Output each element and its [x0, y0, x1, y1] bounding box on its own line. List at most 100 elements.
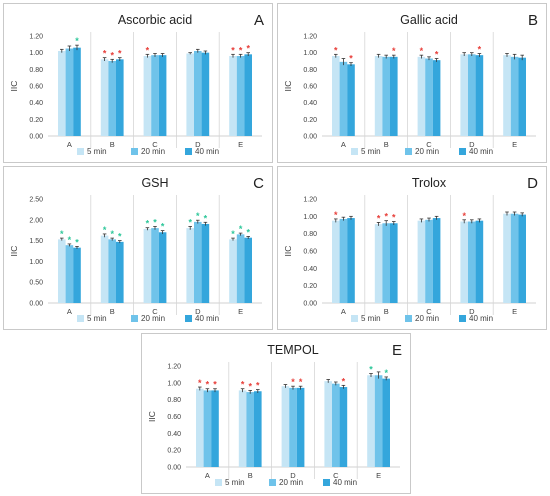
legend-label: 40 min [469, 147, 493, 156]
significance-star: * [462, 211, 466, 221]
bar [518, 57, 526, 136]
y-tick-label: 0.20 [167, 448, 181, 455]
x-tick-label: A [67, 307, 72, 316]
y-tick-label: 0.00 [303, 301, 317, 308]
y-tick-label: 0.50 [29, 280, 43, 287]
x-tick-label: B [384, 140, 389, 149]
bar [186, 53, 194, 136]
significance-star: * [369, 365, 373, 375]
significance-star: * [239, 224, 243, 234]
bar [151, 55, 159, 136]
x-tick-label: D [195, 307, 201, 316]
bar [390, 56, 398, 137]
y-tick-label: 1.20 [167, 364, 181, 371]
significance-star: * [231, 229, 235, 239]
significance-star: * [196, 211, 200, 221]
bar [296, 387, 305, 467]
bar [347, 218, 355, 303]
legend-label: 20 min [279, 478, 303, 487]
significance-star: * [377, 213, 381, 223]
bar [425, 219, 433, 303]
bar [73, 247, 81, 303]
y-tick-label: 2.50 [29, 197, 43, 204]
bar [143, 56, 152, 136]
x-tick-label: A [205, 471, 210, 480]
significance-star: * [110, 50, 114, 60]
bar [332, 383, 340, 467]
significance-star: * [291, 377, 295, 387]
legend-swatch [215, 479, 222, 486]
bar [244, 54, 252, 137]
legend-swatch [405, 148, 412, 155]
bar [246, 392, 254, 467]
legend-swatch [323, 479, 330, 486]
y-tick-label: 0.00 [29, 301, 43, 308]
significance-star: * [231, 45, 235, 55]
bar [194, 221, 202, 303]
legend-label: 40 min [469, 314, 493, 323]
y-tick-label: 0.00 [167, 465, 181, 472]
bar [518, 214, 526, 303]
legend-swatch [269, 479, 276, 486]
bar [236, 234, 245, 303]
bar [347, 64, 355, 136]
x-tick-label: D [469, 307, 475, 316]
significance-star: * [103, 225, 107, 235]
legend-swatch [131, 315, 138, 322]
significance-star: * [161, 222, 165, 232]
significance-star: * [146, 45, 150, 55]
bar [186, 228, 194, 303]
legend-swatch [131, 148, 138, 155]
y-tick-label: 0.60 [167, 414, 181, 421]
bar [382, 378, 390, 467]
bar [324, 381, 332, 467]
significance-star: * [153, 217, 157, 227]
bar [503, 55, 511, 136]
chart-tempol: TEMPOL E IIC 0.00 0.20 0.40 0.60 0.80 1.00 1.20 A B… [147, 342, 402, 487]
y-tick-label: 0.00 [29, 134, 43, 141]
bar [201, 223, 210, 303]
significance-star: * [435, 50, 439, 60]
bar [382, 56, 390, 137]
significance-star: * [299, 377, 303, 387]
y-tick-label: 1.00 [29, 50, 43, 57]
legend-label: 20 min [141, 147, 165, 156]
x-tick-label: B [110, 140, 115, 149]
legend-label: 20 min [415, 314, 439, 323]
y-tick-label: 1.00 [303, 214, 317, 221]
y-tick-label: 0.20 [29, 117, 43, 124]
x-tick-label: E [376, 471, 381, 480]
bar [432, 218, 441, 303]
y-tick-label: 0.60 [303, 249, 317, 256]
legend-label: 5 min [361, 314, 381, 323]
bar [108, 61, 116, 136]
bar [254, 391, 262, 467]
significance-star: * [103, 49, 107, 59]
x-tick-label: A [67, 140, 72, 149]
panel-gallic-acid: Gallic acid B IIC 0.00 0.20 0.40 0.60 0.80 1.00 1… [277, 3, 547, 163]
bar [332, 220, 340, 303]
legend-swatch [459, 315, 466, 322]
bar [238, 390, 247, 467]
y-tick-label: 1.20 [29, 34, 43, 41]
bar [339, 218, 348, 303]
bar [475, 55, 484, 136]
x-tick-label: A [341, 307, 346, 316]
bar [196, 388, 204, 467]
y-tick-label: 0.40 [303, 100, 317, 107]
legend-swatch [185, 148, 192, 155]
bar [73, 47, 81, 136]
x-tick-label: B [384, 307, 389, 316]
bar [390, 223, 398, 303]
y-tick-label: 0.60 [29, 84, 43, 91]
significance-star: * [384, 368, 388, 378]
legend-swatch [405, 315, 412, 322]
y-axis-label: IIC [9, 81, 19, 92]
bar [108, 239, 116, 303]
bar [236, 56, 245, 136]
panel-letter: D [527, 175, 538, 192]
bar [143, 228, 152, 303]
x-tick-label: E [512, 140, 517, 149]
significance-star: * [198, 378, 202, 388]
chart-ascorbic-acid: Ascorbic acid A IIC 0.00 0.20 0.40 0.60 0.80 1.0… [9, 12, 264, 156]
